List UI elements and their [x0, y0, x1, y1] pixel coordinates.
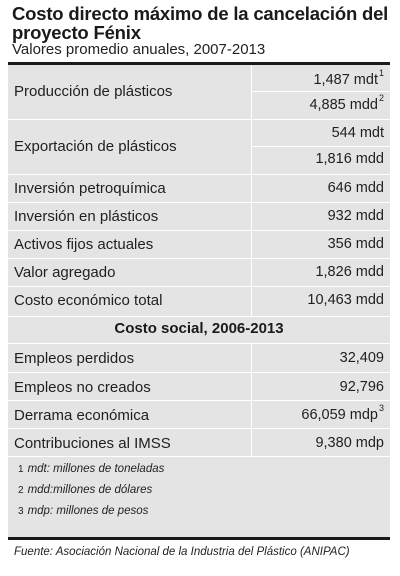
row-label: Inversión petroquímica	[14, 180, 166, 197]
row-value: 1,816 mdd	[315, 151, 384, 167]
page-subtitle: Valores promedio anuales, 2007-2013	[12, 41, 266, 58]
footnote-marker: 1	[378, 68, 384, 78]
row-divider	[8, 428, 390, 429]
row-value: 32,409	[339, 350, 384, 366]
row-value: 9,380 mdp	[315, 435, 384, 451]
row-divider	[8, 400, 390, 401]
table-row: Costo económico total 10,463 mdd	[8, 287, 390, 315]
section-heading: Costo social, 2006-2013	[114, 320, 284, 337]
row-divider	[8, 174, 390, 175]
row-divider	[8, 230, 390, 231]
table-row: Empleos perdidos 32,409	[8, 344, 390, 372]
table-row: Contribuciones al IMSS 9,380 mdp	[8, 429, 390, 457]
table-row: Valor agregado 1,826 mdd	[8, 259, 390, 286]
row-label: Derrama económica	[14, 407, 150, 424]
row-value: 356 mdd	[327, 236, 384, 252]
footnote: 2 mdd:millones de dólares	[18, 484, 153, 496]
row-label: Empleos no creados	[14, 379, 151, 396]
row-label: Empleos perdidos	[14, 350, 135, 367]
table-bottom-rule	[8, 537, 390, 540]
table-row: Inversión petroquímica 646 mdd	[8, 175, 390, 202]
table-row: Empleos no creados 92,796	[8, 373, 390, 401]
data-table: Producción de plásticos 1,487 mdt1 4,885…	[8, 62, 390, 540]
table-top-rule	[8, 62, 390, 65]
row-label: Valor agregado	[14, 264, 116, 281]
source-note: Fuente: Asociación Nacional de la Indust…	[14, 546, 350, 558]
table-row: Exportación de plásticos 544 mdt 1,816 m…	[8, 120, 390, 174]
row-label: Costo económico total	[14, 292, 163, 309]
row-divider	[8, 258, 390, 259]
table-row: Inversión en plásticos 932 mdd	[8, 203, 390, 230]
row-label: Contribuciones al IMSS	[14, 435, 171, 452]
footnote: 1 mdt: millones de toneladas	[18, 463, 165, 475]
table-row: Producción de plásticos 1,487 mdt1 4,885…	[8, 65, 390, 119]
page-title: Costo directo máximo de la cancelación d…	[12, 3, 389, 43]
row-value: 92,796	[339, 379, 384, 395]
table-row: Derrama económica 66,059 mdp3	[8, 401, 390, 429]
row-label: Activos fijos actuales	[14, 236, 154, 253]
footnote-marker: 2	[378, 93, 384, 103]
footnote-marker: 3	[378, 403, 384, 413]
row-divider	[8, 456, 390, 457]
column-divider	[251, 65, 252, 317]
sub-divider	[251, 91, 390, 92]
row-divider	[8, 119, 390, 120]
table-row: Activos fijos actuales 356 mdd	[8, 231, 390, 258]
row-value: 1,487 mdt1	[313, 68, 384, 88]
footnote: 3 mdp: millones de pesos	[18, 505, 149, 517]
row-divider	[8, 372, 390, 373]
row-divider	[8, 316, 390, 317]
row-value: 544 mdt	[331, 125, 384, 141]
row-value: 4,885 mdd2	[309, 93, 384, 113]
row-value: 1,826 mdd	[315, 264, 384, 280]
sub-divider	[251, 146, 390, 147]
row-value: 66,059 mdp3	[301, 403, 384, 423]
row-label: Exportación de plásticos	[14, 138, 177, 155]
row-label: Inversión en plásticos	[14, 208, 159, 225]
row-divider	[8, 343, 390, 344]
row-label: Producción de plásticos	[14, 83, 173, 100]
row-value: 646 mdd	[327, 180, 384, 196]
row-divider	[8, 202, 390, 203]
row-value: 932 mdd	[327, 208, 384, 224]
row-divider	[8, 286, 390, 287]
row-value: 10,463 mdd	[307, 292, 384, 308]
